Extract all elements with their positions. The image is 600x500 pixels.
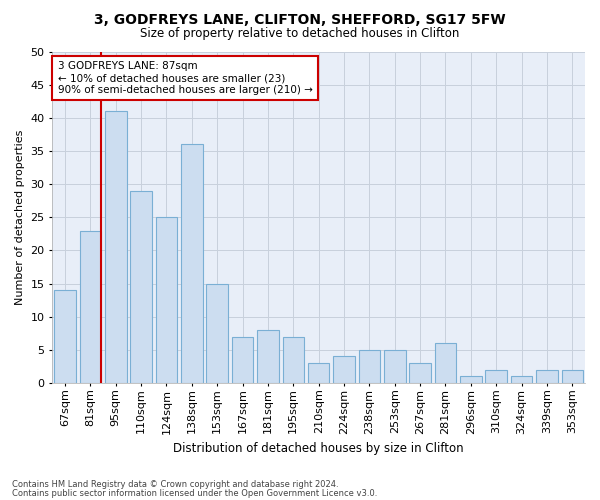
Y-axis label: Number of detached properties: Number of detached properties xyxy=(15,130,25,305)
Bar xyxy=(80,230,101,383)
Bar xyxy=(181,144,203,383)
Bar xyxy=(511,376,532,383)
Text: 3 GODFREYS LANE: 87sqm
← 10% of detached houses are smaller (23)
90% of semi-det: 3 GODFREYS LANE: 87sqm ← 10% of detached… xyxy=(58,62,313,94)
Bar xyxy=(283,336,304,383)
Bar xyxy=(130,190,152,383)
Text: Contains HM Land Registry data © Crown copyright and database right 2024.: Contains HM Land Registry data © Crown c… xyxy=(12,480,338,489)
Bar xyxy=(485,370,507,383)
Bar xyxy=(536,370,558,383)
Text: Contains public sector information licensed under the Open Government Licence v3: Contains public sector information licen… xyxy=(12,488,377,498)
Bar xyxy=(206,284,228,383)
Bar xyxy=(384,350,406,383)
Bar xyxy=(257,330,279,383)
Bar xyxy=(460,376,482,383)
Bar xyxy=(359,350,380,383)
Text: 3, GODFREYS LANE, CLIFTON, SHEFFORD, SG17 5FW: 3, GODFREYS LANE, CLIFTON, SHEFFORD, SG1… xyxy=(94,12,506,26)
Bar xyxy=(155,217,177,383)
Bar xyxy=(435,343,456,383)
Bar xyxy=(562,370,583,383)
X-axis label: Distribution of detached houses by size in Clifton: Distribution of detached houses by size … xyxy=(173,442,464,455)
Text: Size of property relative to detached houses in Clifton: Size of property relative to detached ho… xyxy=(140,28,460,40)
Bar xyxy=(308,363,329,383)
Bar xyxy=(232,336,253,383)
Bar xyxy=(54,290,76,383)
Bar xyxy=(105,111,127,383)
Bar xyxy=(409,363,431,383)
Bar xyxy=(333,356,355,383)
